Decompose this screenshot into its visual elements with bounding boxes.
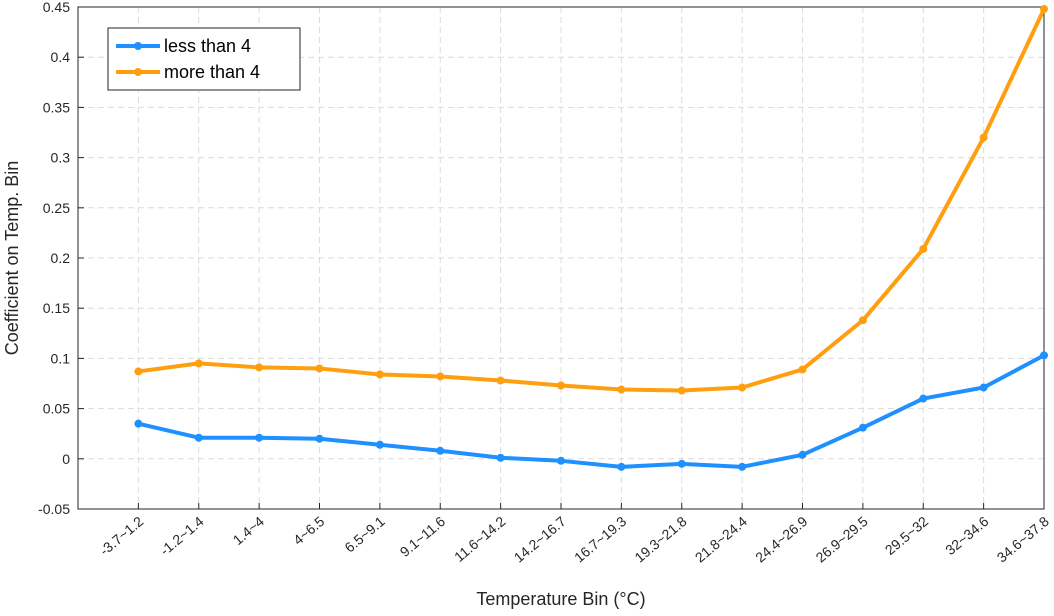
data-point (557, 381, 565, 390)
x-tick-label: -3.7~1.2 (96, 513, 146, 559)
legend-label: more than 4 (164, 62, 260, 82)
y-axis-label: Coefficient on Temp. Bin (2, 161, 22, 355)
data-point (919, 394, 928, 403)
data-point (798, 365, 807, 374)
data-point (677, 386, 686, 395)
y-tick-label: 0.1 (51, 350, 71, 366)
data-point (315, 434, 324, 443)
data-point (798, 450, 807, 459)
data-point (1040, 351, 1048, 360)
data-point (979, 133, 988, 142)
data-point (255, 363, 264, 372)
data-point (496, 376, 505, 385)
legend-box (107, 27, 301, 91)
data-point (194, 433, 203, 442)
plot-frame (77, 6, 1045, 510)
x-tick-label: 4~6.5 (290, 513, 328, 548)
data-point (496, 453, 505, 462)
y-tick-label: 0.05 (43, 401, 70, 417)
x-tick-label: 6.5~9.1 (341, 513, 388, 556)
data-point (1040, 5, 1048, 14)
x-tick-label: 14.2~16.7 (511, 513, 569, 566)
x-tick-label: 21.8~24.4 (692, 513, 750, 566)
y-tick-label: 0.25 (43, 200, 70, 216)
data-point (979, 383, 988, 392)
legend-marker (134, 42, 142, 50)
data-point (194, 359, 203, 368)
data-point (436, 372, 445, 381)
x-tick-label: 29.5~32 (882, 513, 932, 558)
data-point (677, 459, 686, 468)
x-tick-label: -1.2~1.4 (157, 513, 207, 559)
x-tick-label: 9.1~11.6 (397, 513, 449, 560)
data-point (134, 419, 143, 428)
data-point (375, 370, 384, 379)
x-tick-label: 26.9~29.5 (813, 513, 871, 566)
series-line (138, 8, 1046, 393)
y-tick-label: 0.15 (43, 300, 70, 316)
data-point (919, 244, 928, 253)
x-tick-label: 11.6~14.2 (451, 513, 509, 565)
x-tick-label: 1.4~4 (230, 513, 268, 548)
legend-marker (134, 68, 142, 76)
x-axis-label: Temperature Bin (°C) (476, 589, 645, 609)
data-point (738, 383, 747, 392)
y-tick-label: 0.3 (51, 150, 71, 166)
y-tick-label: 0.45 (43, 0, 70, 15)
data-point (375, 440, 384, 449)
y-tick-label: 0.35 (43, 99, 70, 115)
data-point (134, 367, 143, 376)
data-point (255, 433, 264, 442)
x-tick-label: 34.6~37.8 (994, 513, 1052, 566)
x-tick-label: 24.4~26.9 (752, 513, 810, 566)
series-line (137, 353, 1045, 469)
y-tick-label: 0.2 (51, 250, 71, 266)
y-tick-label: 0 (62, 451, 70, 467)
y-tick-label: 0.4 (51, 49, 71, 65)
legend-label: less than 4 (164, 36, 251, 56)
data-point (738, 462, 747, 471)
y-tick-label: -0.05 (38, 501, 70, 517)
data-point (858, 423, 867, 432)
x-tick-label: 19.3~21.8 (631, 513, 689, 566)
data-point (436, 446, 445, 455)
data-point (557, 456, 565, 465)
data-point (617, 385, 626, 394)
data-point (617, 462, 626, 471)
data-point (315, 364, 324, 373)
x-tick-label: 16.7~19.3 (571, 513, 629, 566)
x-tick-label: 32~34.6 (942, 513, 992, 558)
data-point (858, 316, 867, 325)
